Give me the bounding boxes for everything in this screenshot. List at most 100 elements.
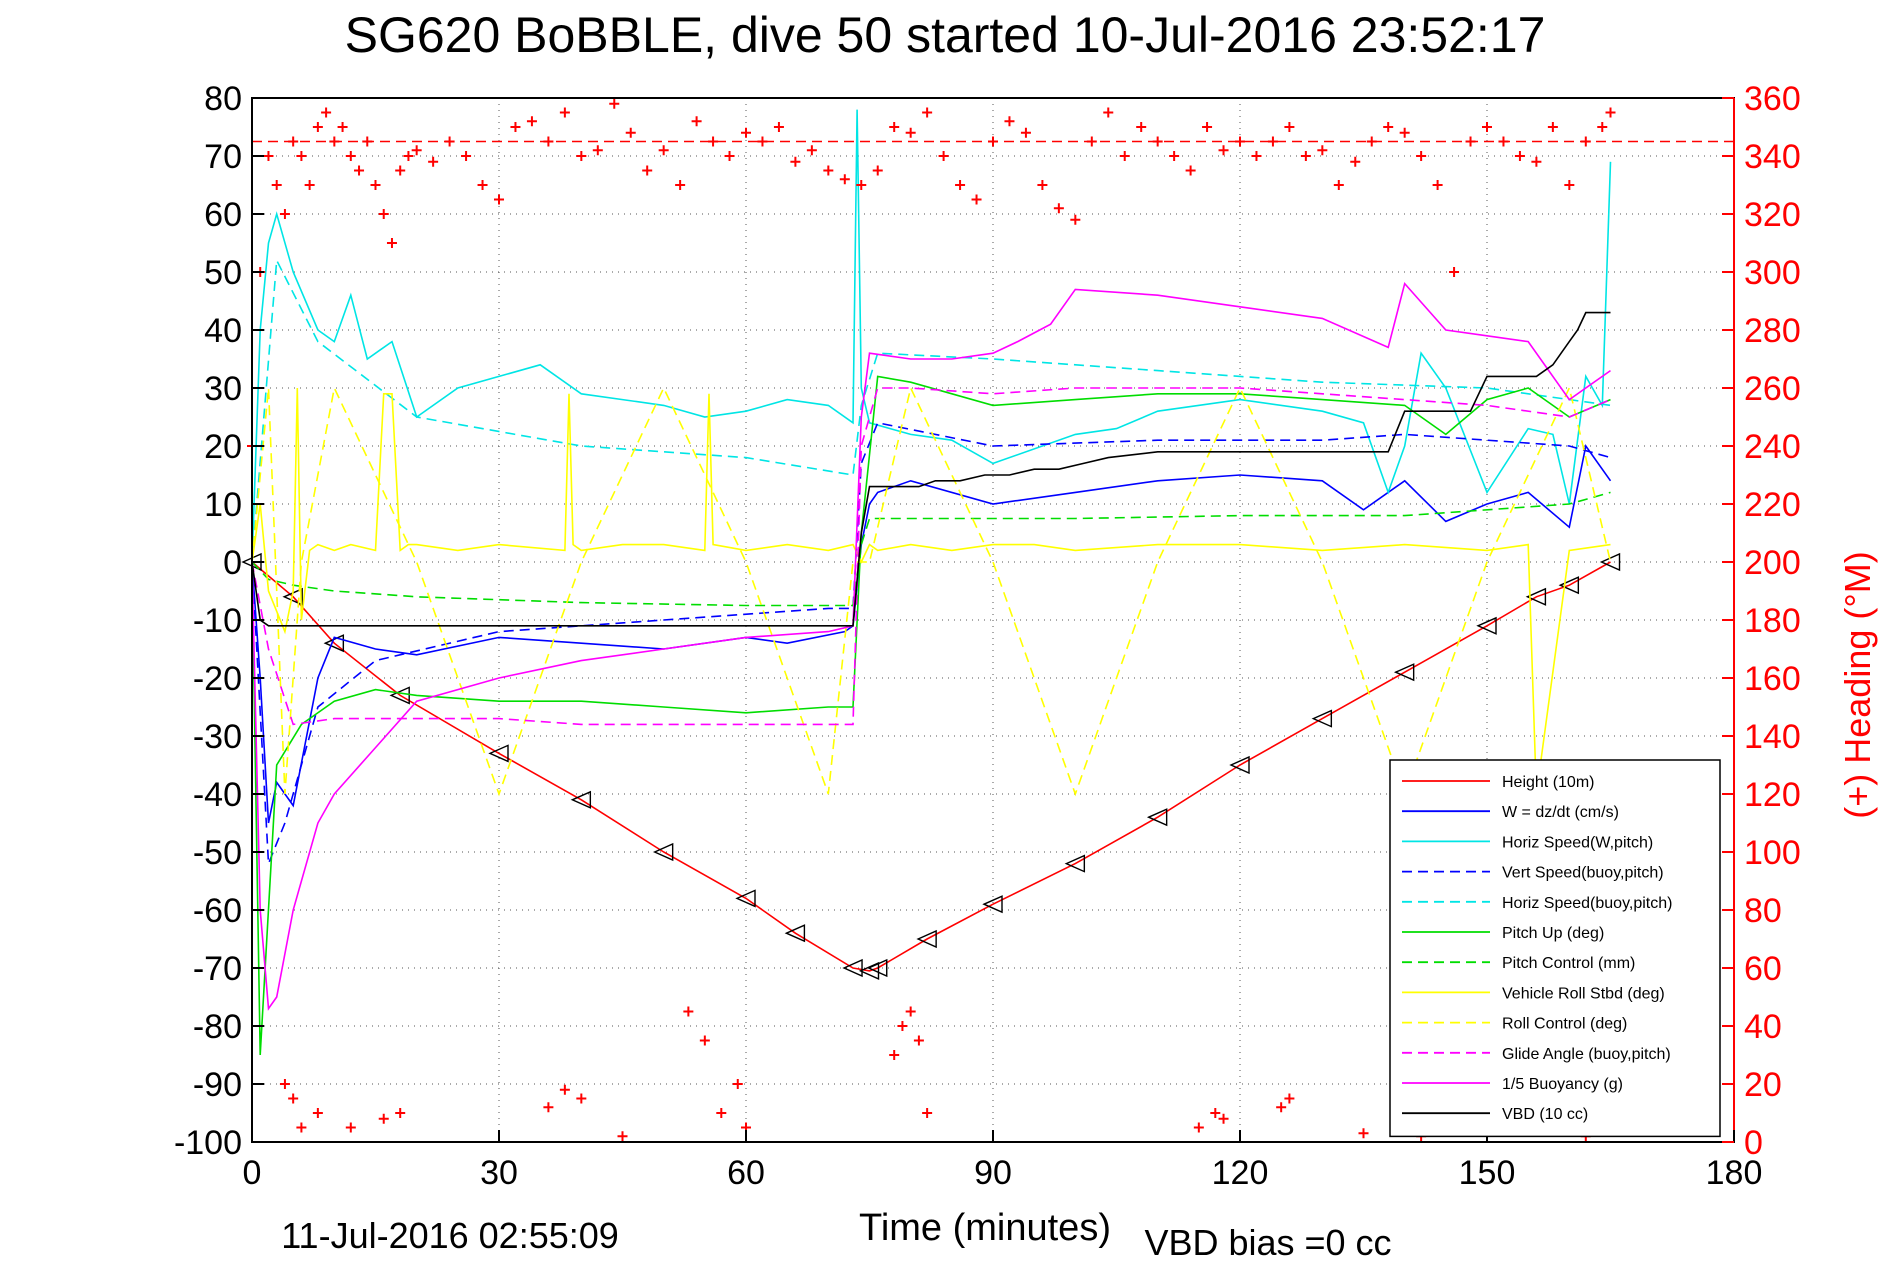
heading-marker xyxy=(691,116,702,127)
heading-marker xyxy=(296,1122,307,1133)
height-marker xyxy=(1064,854,1086,873)
series-line-11 xyxy=(251,311,1611,627)
y-right-tick-label: 140 xyxy=(1744,718,1801,756)
heading-marker xyxy=(988,136,998,147)
heading-marker xyxy=(889,122,900,132)
x-tick-label: 60 xyxy=(727,1154,765,1192)
heading-marker xyxy=(279,1079,290,1089)
heading-marker xyxy=(1366,136,1377,147)
heading-marker xyxy=(263,151,274,161)
heading-marker xyxy=(1251,151,1262,161)
y-tick-label: -80 xyxy=(193,1008,242,1046)
heading-marker xyxy=(938,151,949,161)
series-line-8 xyxy=(251,385,1612,797)
heading-marker xyxy=(699,1035,710,1046)
heading-marker xyxy=(617,1131,628,1142)
heading-marker xyxy=(354,165,365,176)
heading-marker xyxy=(312,122,323,132)
heading-marker xyxy=(1037,180,1048,190)
heading-marker xyxy=(1218,1113,1229,1124)
heading-marker xyxy=(304,180,315,190)
heading-marker xyxy=(913,1035,924,1046)
y-right-tick-label: 260 xyxy=(1744,370,1801,408)
heading-marker xyxy=(378,1113,389,1124)
heading-marker xyxy=(345,1122,356,1133)
heading-marker xyxy=(526,116,537,127)
heading-marker xyxy=(905,127,916,138)
heading-marker xyxy=(559,107,570,118)
heading-marker xyxy=(683,1006,694,1017)
legend-label: Horiz Speed(W,pitch) xyxy=(1502,834,1653,851)
heading-marker xyxy=(411,145,422,156)
x-tick-label: 180 xyxy=(1706,1154,1763,1192)
heading-marker xyxy=(708,136,719,147)
heading-marker xyxy=(1004,116,1015,127)
heading-marker xyxy=(559,1084,570,1095)
heading-marker xyxy=(395,165,406,176)
legend-label: Pitch Up (deg) xyxy=(1502,925,1604,942)
series-line-10 xyxy=(251,281,1611,1011)
height-marker xyxy=(1146,808,1168,827)
heading-marker xyxy=(1498,136,1509,147)
height-marker xyxy=(735,889,756,908)
heading-marker xyxy=(1531,156,1542,167)
heading-marker xyxy=(1300,151,1311,161)
heading-marker xyxy=(345,151,356,161)
y-right-tick-label: 180 xyxy=(1744,602,1801,640)
heading-marker xyxy=(395,1108,406,1118)
heading-marker xyxy=(370,180,381,190)
heading-marker xyxy=(1235,136,1245,147)
heading-marker xyxy=(922,107,933,118)
height-marker xyxy=(784,924,806,943)
heading-marker xyxy=(1119,151,1130,161)
heading-marker xyxy=(1218,145,1229,156)
heading-marker xyxy=(1514,151,1525,161)
y-right-tick-label: 20 xyxy=(1744,1066,1782,1104)
heading-marker xyxy=(724,151,735,161)
y-tick-label: -40 xyxy=(193,776,242,814)
heading-marker xyxy=(1152,136,1163,147)
heading-marker xyxy=(494,194,504,205)
legend-label: W = dz/dt (cm/s) xyxy=(1502,804,1619,821)
heading-marker xyxy=(658,145,669,156)
legend-label: Vert Speed(buoy,pitch) xyxy=(1502,865,1664,882)
footer-vbd-bias: VBD bias =0 cc xyxy=(1144,1222,1391,1262)
heading-marker xyxy=(922,1108,933,1118)
y-tick-label: 40 xyxy=(204,312,242,350)
heading-marker xyxy=(288,1093,299,1104)
height-marker xyxy=(1476,616,1497,635)
height-marker xyxy=(1525,587,1547,606)
heading-marker xyxy=(1284,122,1295,132)
heading-marker xyxy=(1432,180,1443,190)
y-tick-label: 20 xyxy=(204,428,242,466)
heading-marker xyxy=(1103,107,1114,118)
series-line-2 xyxy=(251,109,1612,563)
heading-marker xyxy=(872,165,883,176)
heading-marker xyxy=(1416,151,1427,161)
heading-marker xyxy=(1020,127,1031,138)
x-tick-label: 90 xyxy=(974,1154,1012,1192)
y-tick-label: -90 xyxy=(193,1066,242,1104)
heading-marker xyxy=(1358,1128,1369,1139)
heading-marker xyxy=(889,1050,900,1060)
heading-marker xyxy=(905,1006,916,1017)
right-axis-label: (+) Heading (°M) xyxy=(1837,551,1878,818)
y-tick-label: -30 xyxy=(193,718,242,756)
heading-marker xyxy=(1350,156,1361,167)
legend-label: 1/5 Buoyancy (g) xyxy=(1502,1076,1623,1093)
heading-marker xyxy=(1564,180,1575,190)
y-right-tick-label: 80 xyxy=(1744,892,1782,930)
heading-marker xyxy=(271,180,282,190)
heading-marker xyxy=(1070,214,1081,225)
heading-marker xyxy=(1383,122,1394,132)
heading-marker xyxy=(856,180,867,190)
heading-marker xyxy=(1597,122,1608,132)
heading-marker xyxy=(1465,136,1476,147)
heading-marker xyxy=(576,151,587,161)
heading-marker xyxy=(1086,136,1097,147)
y-right-tick-label: 200 xyxy=(1744,544,1801,582)
heading-marker xyxy=(337,122,348,132)
y-tick-label: -70 xyxy=(193,950,242,988)
